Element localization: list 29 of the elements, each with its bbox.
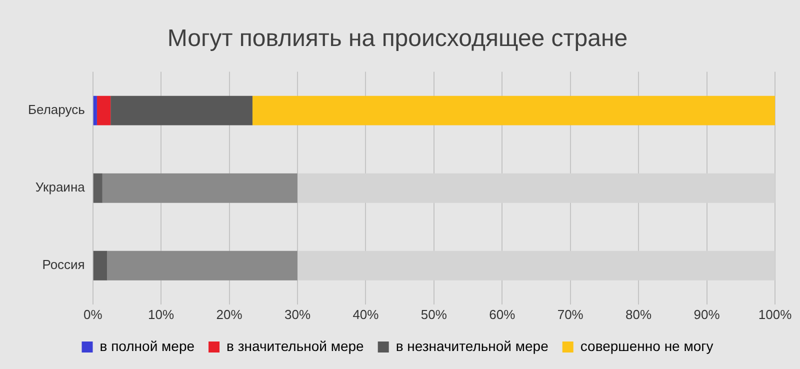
bar [110,96,252,126]
x-tick-label: 90% [694,306,720,322]
x-tick-label: 50% [420,306,448,322]
bar [93,250,108,280]
bar [96,96,111,126]
bar [252,96,775,126]
x-tick-label: 20% [216,306,243,322]
bar [298,250,775,280]
bar [102,173,298,203]
y-tick-label: Россия [42,257,85,272]
x-tick-label: 60% [489,306,516,322]
legend-label: совершенно не могу [580,338,714,354]
bar [107,250,298,280]
x-tick-label: 40% [352,306,380,322]
y-tick-label: Беларусь [28,102,86,118]
y-tick-label: Украина [35,180,86,195]
bar [93,173,102,203]
legend-label: в незначительной мере [396,338,549,354]
legend-label: в полной мере [100,338,195,354]
x-tick-label: 80% [626,306,652,322]
legend-label: в значительной мере [226,338,364,354]
bar [93,96,97,126]
x-tick-label: 30% [284,306,311,322]
x-tick-label: 0% [83,306,103,322]
bar [298,173,775,203]
x-tick-label: 100% [758,306,792,322]
x-tick-label: 70% [557,306,584,322]
x-tick-label: 10% [148,306,175,322]
chart-title: Могут повлиять на происходящее стране [167,25,628,52]
